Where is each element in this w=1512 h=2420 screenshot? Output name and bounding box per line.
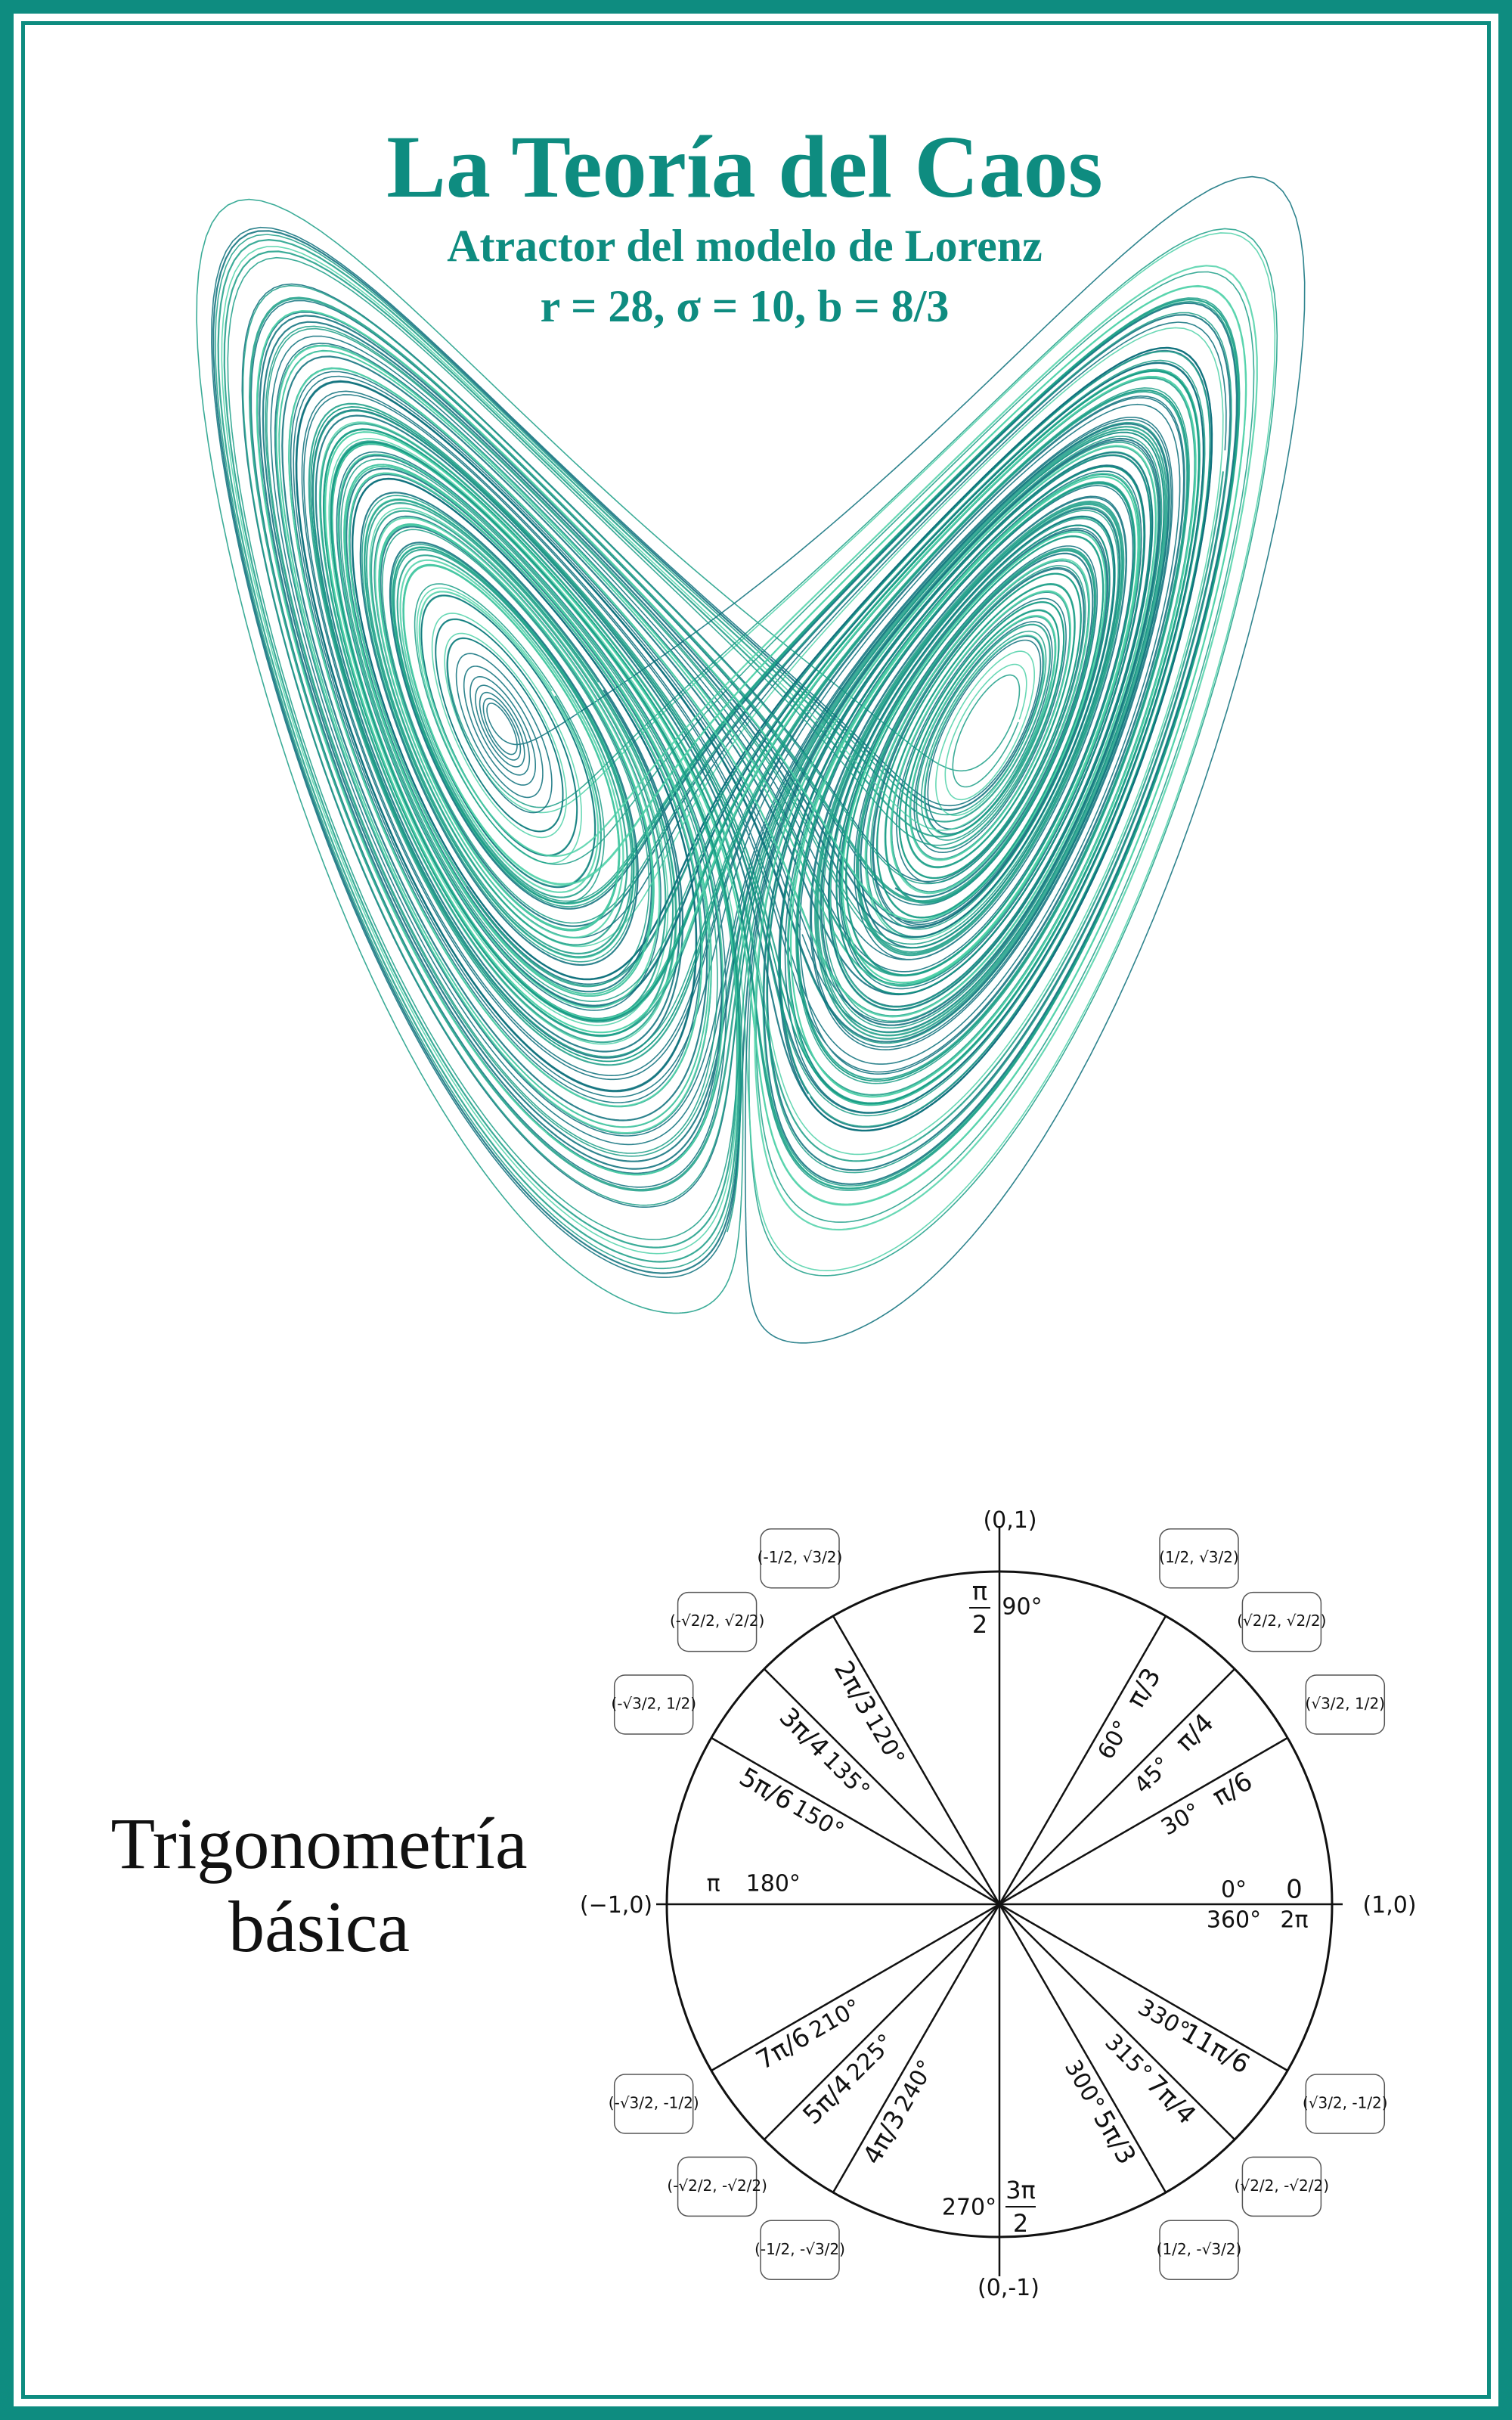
radius-line xyxy=(999,1904,1166,2192)
coordinate-pair: (√2/2, -√2/2) xyxy=(1235,2157,1329,2216)
coordinate-pair: (-√2/2, -√2/2) xyxy=(667,2157,767,2216)
coordinate-pair: (-√3/2, 1/2) xyxy=(611,1675,696,1734)
radian-label: 7π/4 xyxy=(1140,2069,1201,2130)
radian-label: π/3 xyxy=(1120,1663,1167,1713)
degree-label: 30° xyxy=(1157,1798,1205,1841)
coordinate-text: (-√3/2, 1/2) xyxy=(611,1695,696,1713)
radius-line xyxy=(711,1904,999,2071)
degree-label: 270° xyxy=(942,2195,996,2221)
coordinate-pair: (√3/2, 1/2) xyxy=(1306,1675,1385,1734)
angle-labels: π/630°π/445°π/360°2π/3120°3π/4135°5π/615… xyxy=(707,1577,1309,2238)
coordinate-text: (1/2, √3/2) xyxy=(1159,1548,1238,1566)
coordinate-text: (-√3/2, -1/2) xyxy=(609,2094,699,2112)
radian-denominator: 2 xyxy=(1013,2209,1028,2238)
radian-label: 2π xyxy=(1280,1907,1308,1934)
degree-label: 300° xyxy=(1059,2055,1109,2116)
radius-line xyxy=(999,1669,1235,1904)
radian-denominator: 2 xyxy=(972,1610,987,1639)
degree-label: 135° xyxy=(817,1747,875,1804)
degree-label: 330° xyxy=(1133,1994,1194,2044)
lorenz-attractor xyxy=(197,177,1305,1343)
degree-label: 120° xyxy=(860,1710,909,1770)
radian-label: π/4 xyxy=(1170,1708,1219,1758)
radian-label: 5π/4 xyxy=(798,2069,859,2130)
radian-label: π/6 xyxy=(1207,1766,1257,1812)
poster-title: La Teoría del Caos xyxy=(386,117,1102,216)
unit-circle-diagram: π/630°π/445°π/360°2π/3120°3π/4135°5π/615… xyxy=(580,1507,1417,2301)
coordinate-text: (√2/2, -√2/2) xyxy=(1235,2176,1329,2195)
coordinate-text: (1/2, -√3/2) xyxy=(1157,2240,1242,2258)
poster-subtitle: Atractor del modelo de Lorenz xyxy=(447,221,1043,271)
coordinate-pair: (-√3/2, -1/2) xyxy=(609,2074,699,2133)
degree-label: 45° xyxy=(1129,1751,1176,1798)
trig-title-line1: Trigonometría xyxy=(110,1803,527,1884)
radian-numerator: π xyxy=(972,1577,987,1607)
coordinate-text: (√2/2, √2/2) xyxy=(1237,1612,1326,1630)
radian-label: 0 xyxy=(1286,1875,1303,1905)
radian-label: π xyxy=(707,1871,720,1897)
radian-label: 3π/4 xyxy=(773,1702,835,1764)
coordinate-pair: (√2/2, √2/2) xyxy=(1237,1593,1326,1652)
degree-label: 210° xyxy=(805,1994,866,2044)
coordinate-pair: (1/2, -√3/2) xyxy=(1157,2220,1242,2279)
coordinate-text: (√3/2, 1/2) xyxy=(1306,1695,1385,1713)
degree-label: 60° xyxy=(1092,1716,1136,1764)
axis-label-right: (1,0) xyxy=(1362,1892,1416,1919)
radian-numerator: 3π xyxy=(1005,2176,1036,2204)
coordinate-text: (-√2/2, -√2/2) xyxy=(667,2176,767,2195)
degree-label: 90° xyxy=(1002,1594,1042,1621)
axis-label-bottom: (0,-1) xyxy=(978,2275,1040,2301)
lorenz-parameters: r = 28, σ = 10, b = 8/3 xyxy=(541,281,950,331)
coordinate-pair: (-1/2, -√3/2) xyxy=(754,2220,845,2279)
degree-label: 360° xyxy=(1207,1907,1261,1934)
radius-line xyxy=(833,1904,999,2192)
axis-label-top: (0,1) xyxy=(983,1507,1036,1534)
degree-label: 150° xyxy=(788,1795,848,1844)
coordinate-pair: (1/2, √3/2) xyxy=(1159,1529,1238,1588)
trig-title-line2: básica xyxy=(228,1886,410,1967)
degree-label: 240° xyxy=(890,2055,940,2116)
degree-label: 315° xyxy=(1099,2029,1157,2086)
radius-line xyxy=(833,1616,999,1904)
degree-label: 180° xyxy=(746,1871,801,1897)
axis-label-left: (−1,0) xyxy=(580,1892,652,1919)
coordinate-pair: (-√2/2, √2/2) xyxy=(670,1593,764,1652)
coordinate-text: (√3/2, -1/2) xyxy=(1303,2094,1388,2112)
coordinate-pair: (-1/2, √3/2) xyxy=(758,1529,843,1588)
radius-line xyxy=(999,1616,1166,1904)
coordinate-pair: (√3/2, -1/2) xyxy=(1303,2074,1388,2133)
degree-label: 0° xyxy=(1221,1877,1247,1903)
degree-label: 225° xyxy=(842,2029,900,2086)
coordinate-text: (-√2/2, √2/2) xyxy=(670,1612,764,1630)
coordinate-text: (-1/2, √3/2) xyxy=(758,1548,843,1566)
coordinate-text: (-1/2, -√3/2) xyxy=(754,2240,845,2258)
